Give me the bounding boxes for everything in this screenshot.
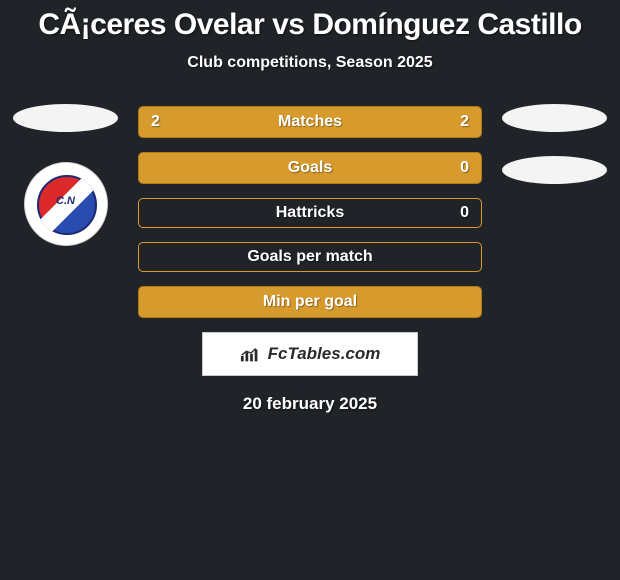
club-badge-left: C.N xyxy=(24,162,108,246)
player-face-placeholder-right xyxy=(502,104,607,132)
row-label: Matches xyxy=(278,113,342,131)
row-goals: Goals 0 xyxy=(138,152,482,184)
watermark-text: FcTables.com xyxy=(268,344,381,364)
club-badge-text: C.N xyxy=(25,195,107,207)
row-right-value: 0 xyxy=(460,199,469,227)
date-label: 20 february 2025 xyxy=(0,394,620,414)
row-min-per-goal: Min per goal xyxy=(138,286,482,318)
row-goals-per-match: Goals per match xyxy=(138,242,482,272)
right-player-column xyxy=(497,106,612,196)
row-label: Hattricks xyxy=(276,204,344,222)
stat-rows: 2 Matches 2 Goals 0 Hattricks 0 Goals pe… xyxy=(138,106,482,318)
row-matches: 2 Matches 2 xyxy=(138,106,482,138)
bar-chart-icon xyxy=(240,346,262,362)
player-face-placeholder-left xyxy=(13,104,118,132)
row-right-value: 0 xyxy=(460,153,469,183)
row-right-value: 2 xyxy=(460,107,469,137)
comparison-panel: C.N 2 Matches 2 Goals 0 Hattricks 0 Goal… xyxy=(0,106,620,414)
club-badge-placeholder-right xyxy=(502,156,607,184)
page-title: CÃ¡ceres Ovelar vs Domínguez Castillo xyxy=(0,0,620,42)
left-player-column: C.N xyxy=(8,106,123,246)
watermark: FcTables.com xyxy=(202,332,418,376)
row-label: Goals per match xyxy=(247,248,372,266)
row-label: Min per goal xyxy=(263,293,357,311)
subtitle: Club competitions, Season 2025 xyxy=(0,54,620,72)
row-hattricks: Hattricks 0 xyxy=(138,198,482,228)
row-label: Goals xyxy=(288,159,332,177)
row-left-value: 2 xyxy=(151,107,160,137)
